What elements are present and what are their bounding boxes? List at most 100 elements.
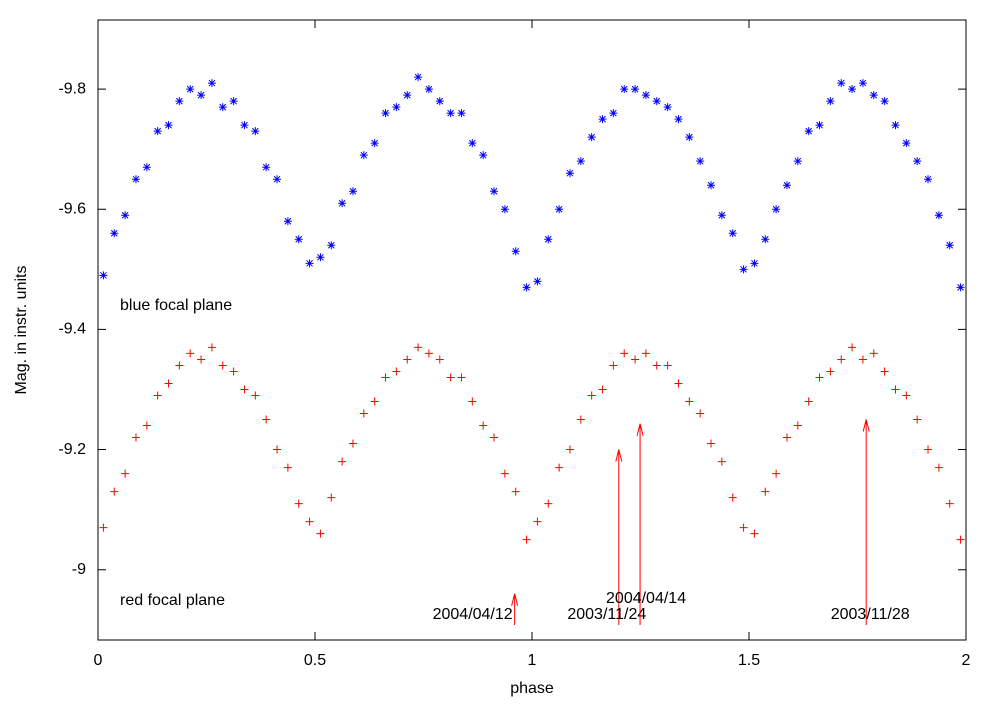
data-point <box>913 415 922 424</box>
data-point <box>392 103 401 112</box>
data-point <box>782 433 791 442</box>
data-point <box>110 229 119 238</box>
data-point <box>934 463 943 472</box>
y-tick-label: -9.4 <box>58 321 86 338</box>
data-point <box>620 349 629 358</box>
data-point <box>782 181 791 190</box>
plot-frame <box>97 19 967 641</box>
data-point <box>685 133 694 142</box>
data-point <box>717 457 726 466</box>
data-point <box>674 379 683 388</box>
data-point <box>641 91 650 100</box>
data-point <box>338 199 347 208</box>
data-point <box>229 367 238 376</box>
data-point <box>153 391 162 400</box>
data-point <box>435 97 444 106</box>
data-point <box>858 355 867 364</box>
data-point <box>533 277 542 286</box>
data-point <box>869 91 878 100</box>
data-point <box>652 361 661 370</box>
data-point <box>728 493 737 502</box>
annotation-arrow <box>862 419 870 625</box>
data-point <box>327 493 336 502</box>
data-point <box>273 175 282 184</box>
data-point <box>685 397 694 406</box>
data-point <box>273 445 282 454</box>
data-point <box>175 97 184 106</box>
data-point <box>99 271 108 280</box>
data-point <box>500 469 509 478</box>
data-point <box>283 217 292 226</box>
data-point <box>652 97 661 106</box>
data-point <box>457 373 466 382</box>
data-point <box>316 529 325 538</box>
x-tick-label: 0 <box>94 652 103 669</box>
data-point <box>348 439 357 448</box>
y-tick-label: -9 <box>72 561 86 578</box>
data-point <box>110 487 119 496</box>
x-tick-label: 2 <box>962 652 971 669</box>
annotation-label: 2003/11/24 <box>567 606 646 623</box>
data-point <box>414 73 423 82</box>
data-point <box>837 79 846 88</box>
data-point <box>207 79 216 88</box>
data-point <box>609 109 618 118</box>
data-point <box>565 169 574 178</box>
data-point <box>728 229 737 238</box>
data-point <box>338 457 347 466</box>
annotation-arrow <box>636 423 644 625</box>
data-point <box>804 397 813 406</box>
data-point <box>359 151 368 160</box>
data-point <box>229 97 238 106</box>
data-point <box>468 397 477 406</box>
data-point <box>631 355 640 364</box>
data-point <box>490 433 499 442</box>
x-tick-label: 1 <box>528 652 537 669</box>
data-point <box>175 361 184 370</box>
data-point <box>240 385 249 394</box>
data-point <box>674 115 683 124</box>
data-point <box>370 397 379 406</box>
data-point <box>207 343 216 352</box>
data-point <box>262 415 271 424</box>
x-tick-label: 1.5 <box>738 652 760 669</box>
data-point <box>218 103 227 112</box>
data-point <box>500 205 509 214</box>
data-point <box>131 175 140 184</box>
data-point <box>131 433 140 442</box>
data-point <box>750 529 759 538</box>
data-point <box>869 349 878 358</box>
data-point <box>294 499 303 508</box>
data-point <box>696 409 705 418</box>
data-point <box>739 523 748 532</box>
data-point <box>479 421 488 430</box>
data-point <box>641 349 650 358</box>
y-tick-label: -9.6 <box>58 200 86 217</box>
data-point <box>880 97 889 106</box>
data-point <box>197 91 206 100</box>
data-point <box>902 391 911 400</box>
data-point <box>945 241 954 250</box>
data-point <box>424 85 433 94</box>
data-point <box>544 235 553 244</box>
data-point <box>283 463 292 472</box>
annotation-label: 2004/04/14 <box>606 590 686 607</box>
data-point <box>414 343 423 352</box>
data-point <box>544 499 553 508</box>
data-point <box>457 109 466 118</box>
annotation-label: 2004/04/12 <box>433 606 513 623</box>
data-point <box>142 163 151 172</box>
data-point <box>381 109 390 118</box>
data-point <box>826 367 835 376</box>
data-point <box>359 409 368 418</box>
data-point <box>99 523 108 532</box>
data-point <box>522 283 531 292</box>
data-point <box>663 103 672 112</box>
data-point <box>164 379 173 388</box>
data-point <box>576 157 585 166</box>
data-point <box>620 85 629 94</box>
data-point <box>815 373 824 382</box>
data-point <box>327 241 336 250</box>
x-axis-label: phase <box>510 680 554 697</box>
